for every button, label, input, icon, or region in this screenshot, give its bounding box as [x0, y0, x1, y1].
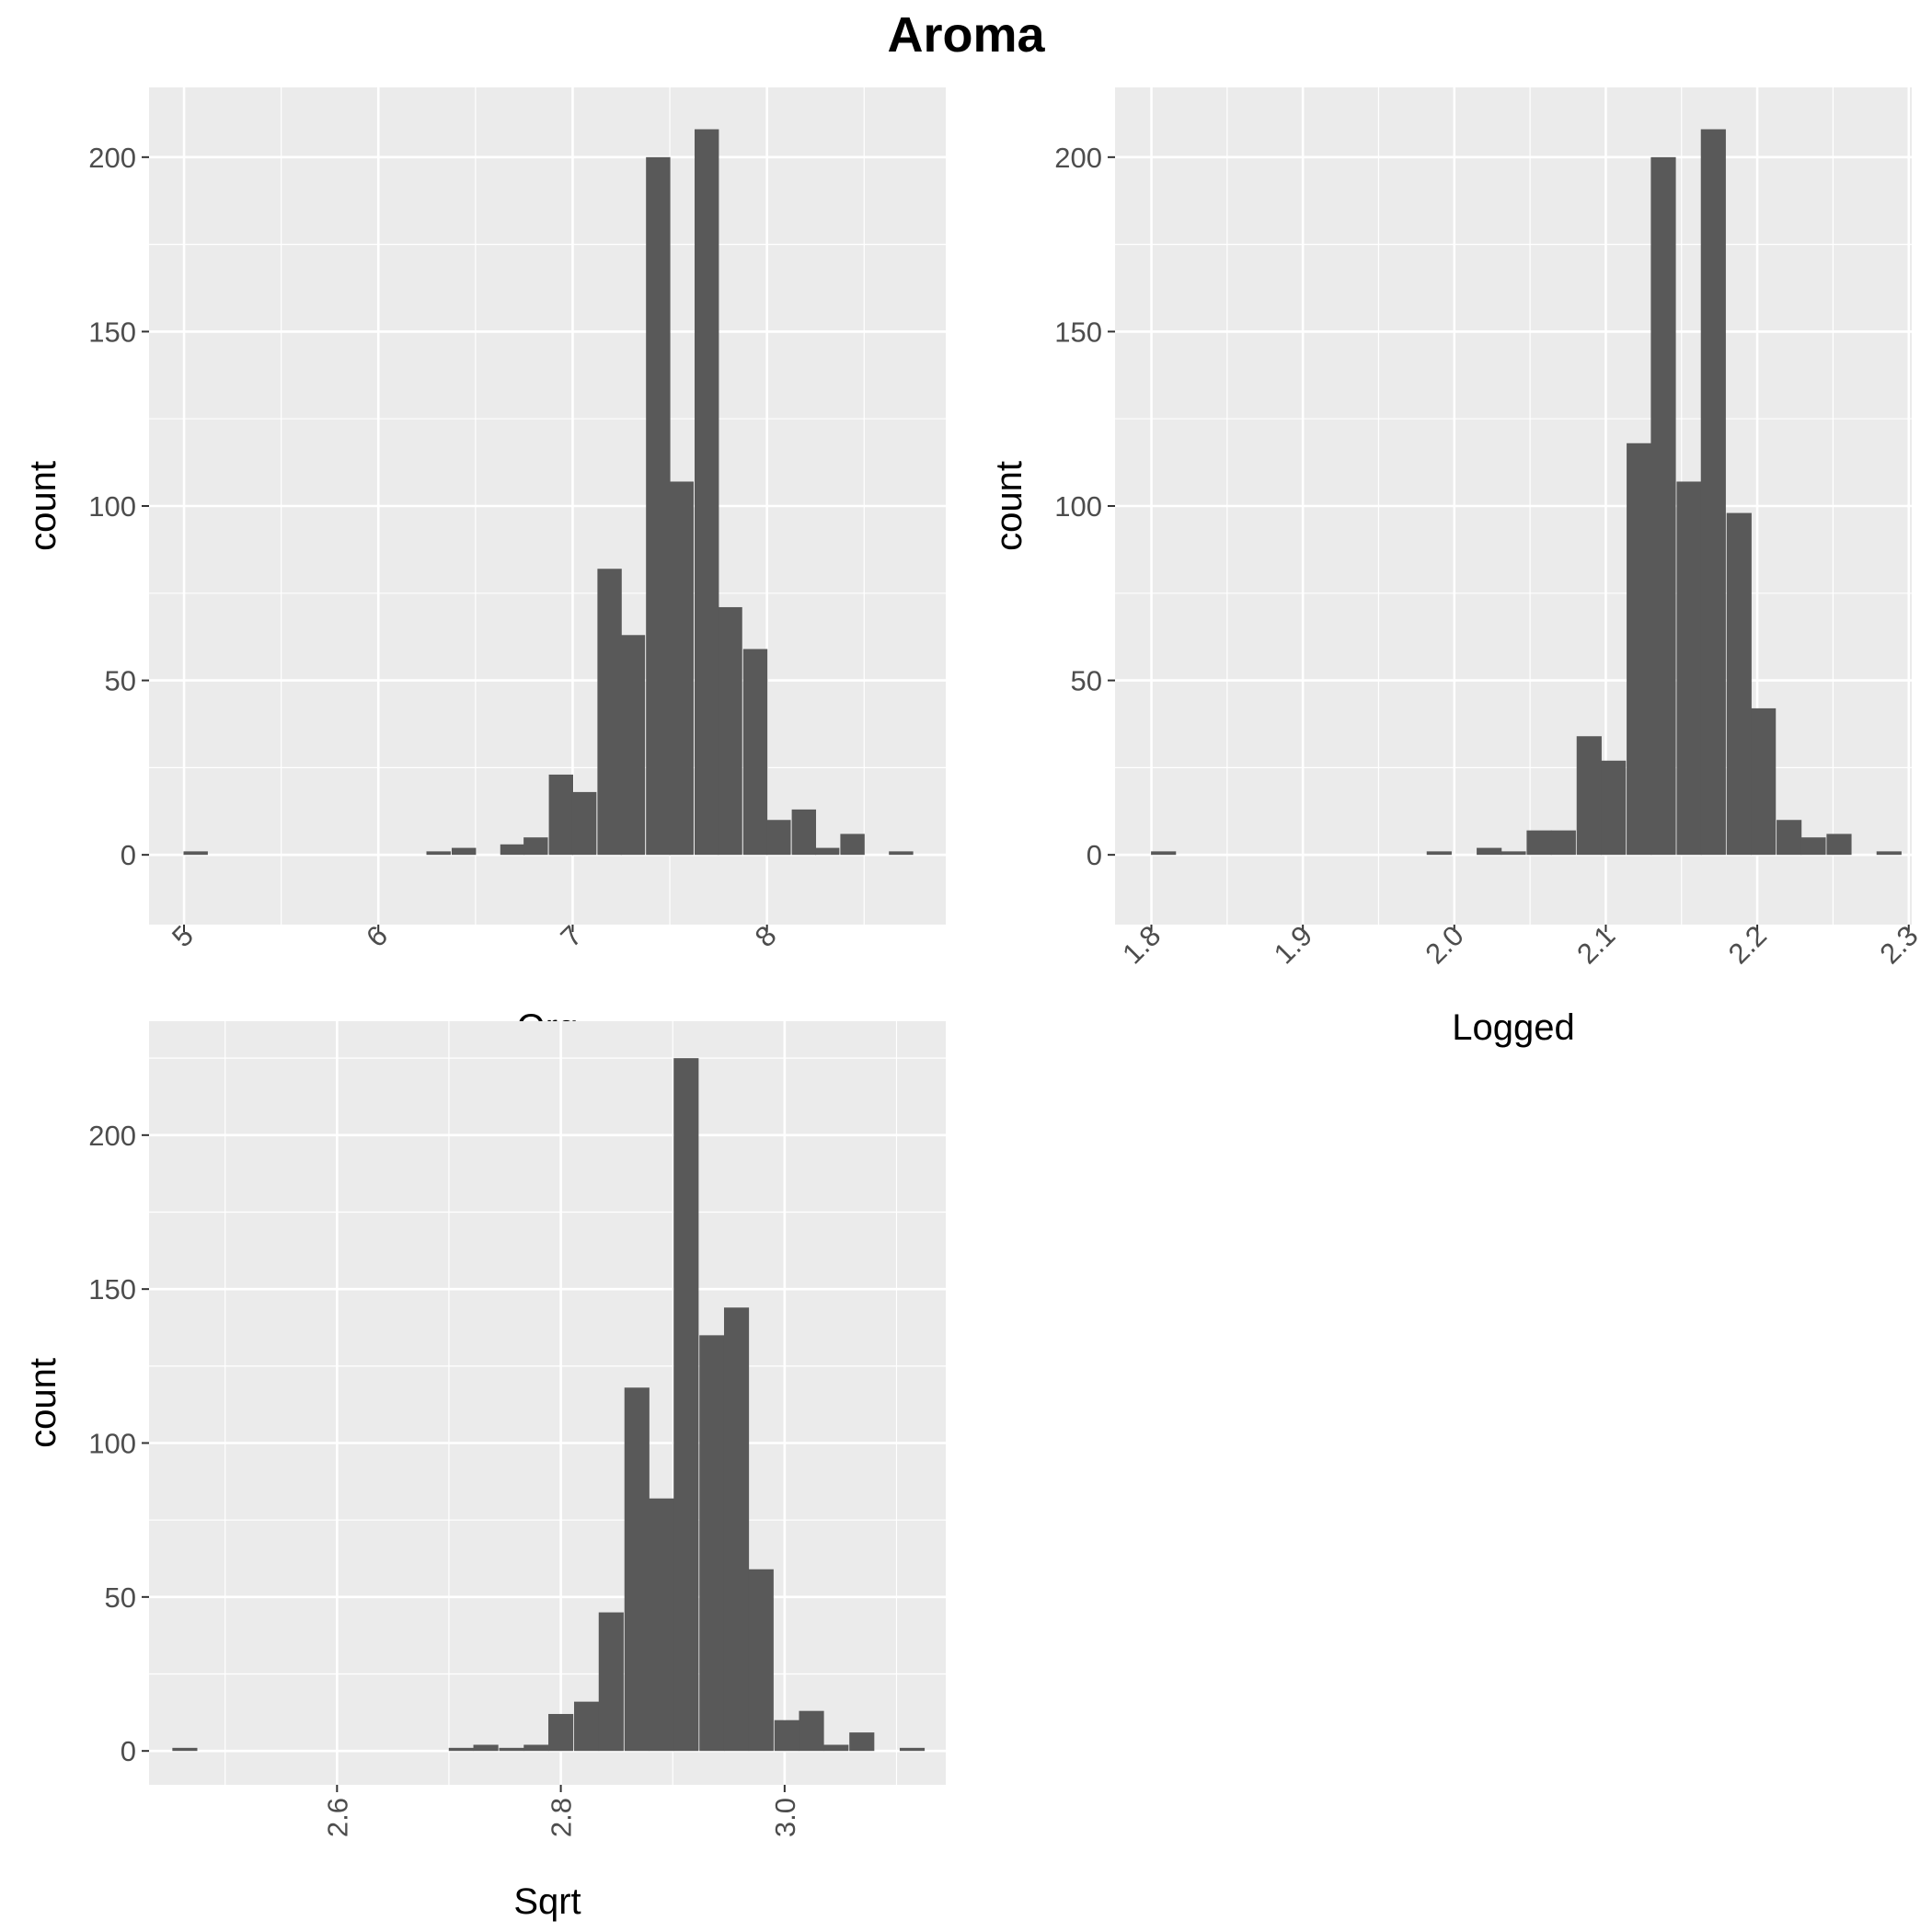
histogram-bar [183, 851, 208, 856]
x-tick-label: 2.1 [1570, 919, 1621, 970]
histogram-bar [624, 1387, 650, 1752]
plot-background [149, 1021, 946, 1785]
histogram-bar [718, 606, 742, 856]
histogram-bar [473, 1744, 499, 1752]
x-tick-label: 2.3 [1873, 919, 1924, 970]
histogram-bar [523, 837, 548, 856]
y-tick-label: 100 [88, 490, 136, 523]
histogram-bar [899, 1747, 926, 1752]
histogram-bar [598, 1612, 624, 1752]
histogram-bar [548, 774, 573, 856]
histogram-bar [840, 834, 865, 856]
y-tick-label: 100 [1054, 490, 1102, 523]
histogram-bar [620, 635, 646, 856]
histogram-bar [1550, 830, 1576, 856]
histogram-logged: 0 50 100 150 200 1.8 1.9 2.0 2.1 2.2 2.3 Logged coun… [989, 87, 1925, 1048]
histogram-bar [172, 1747, 198, 1752]
histogram-org: 0501001502005678Orgcount [23, 87, 946, 1048]
y-tick-label: 200 [88, 1120, 136, 1152]
x-tick-label: 2.6 [321, 1798, 353, 1837]
y-tick-label: 50 [105, 1581, 136, 1614]
histogram-bar [1477, 847, 1502, 856]
histogram-bar [748, 1569, 774, 1752]
histogram-bar [814, 847, 840, 856]
histogram-bar [649, 1498, 674, 1752]
x-tick-label: 2.2 [1722, 919, 1773, 970]
histogram-bar [1151, 851, 1177, 856]
y-tick-label: 50 [1071, 665, 1102, 697]
histogram-bar [451, 847, 477, 856]
histogram-bar [669, 481, 694, 856]
histogram-bar [849, 1732, 875, 1752]
histogram-bar [1501, 851, 1526, 856]
histogram-bar [1650, 156, 1676, 856]
histogram-bar [791, 809, 817, 856]
x-axis-title: Sqrt [513, 1881, 581, 1922]
y-tick-label: 150 [88, 1273, 136, 1305]
histogram-bar [523, 1744, 549, 1752]
histogram-bar [742, 649, 768, 856]
y-tick-label: 200 [1054, 142, 1102, 174]
y-tick-label: 150 [1054, 316, 1102, 348]
histogram-bar [673, 1058, 699, 1752]
histogram-bar [1676, 481, 1702, 856]
histogram-bar [646, 156, 671, 856]
histogram-bar [571, 791, 597, 856]
histogram-bar [499, 1747, 524, 1752]
x-axis-title: Logged [1452, 1007, 1574, 1048]
histogram-bar [597, 569, 622, 856]
histogram-bar [426, 851, 451, 856]
x-tick-label: 2.0 [1420, 919, 1470, 970]
y-tick-label: 100 [88, 1428, 136, 1460]
y-axis-title: count [23, 461, 63, 551]
y-tick-label: 50 [105, 665, 136, 697]
histogram-bar [1426, 851, 1452, 856]
y-axis-title: count [23, 1358, 63, 1448]
histogram-bar [889, 851, 914, 856]
histogram-bar [723, 1307, 750, 1752]
histogram-bar [823, 1744, 849, 1752]
histogram-bar [1526, 830, 1552, 856]
histogram-bar [1576, 736, 1602, 856]
histogram-bar [500, 844, 525, 856]
histogram-bar [799, 1710, 824, 1752]
histogram-sqrt: 0 50 100 150 200 2.6 2.8 3.0 Sqrt count [23, 1021, 946, 1922]
y-tick-label: 0 [121, 839, 136, 871]
histogram-bar [548, 1714, 574, 1752]
y-tick-label: 150 [88, 316, 136, 348]
x-tick-label: 2.8 [546, 1798, 578, 1837]
histogram-bar [1601, 760, 1627, 856]
histogram-bar [1876, 851, 1902, 856]
y-axis-title: count [989, 461, 1029, 551]
x-tick-label: 3.0 [769, 1798, 801, 1837]
histogram-bar [774, 1719, 799, 1752]
y-tick-label: 200 [88, 142, 136, 174]
y-tick-label: 0 [1087, 839, 1102, 871]
histogram-bar [766, 820, 791, 856]
histogram-bar [694, 129, 719, 856]
histogram-bar [448, 1747, 474, 1752]
x-tick-label: 1.8 [1116, 919, 1167, 970]
histogram-bar [1627, 443, 1652, 856]
figure-title: Aroma [887, 7, 1045, 63]
histogram-bar [699, 1335, 725, 1752]
histogram-bar [1751, 707, 1777, 856]
histogram-bar [1777, 820, 1802, 856]
histogram-bar [1800, 837, 1826, 856]
y-tick-label: 0 [121, 1735, 136, 1767]
histogram-bar [1826, 834, 1852, 856]
x-tick-label: 1.9 [1268, 919, 1318, 970]
histogram-bar [574, 1701, 600, 1752]
histogram-bar [1700, 129, 1726, 856]
histogram-bar [1726, 512, 1752, 856]
